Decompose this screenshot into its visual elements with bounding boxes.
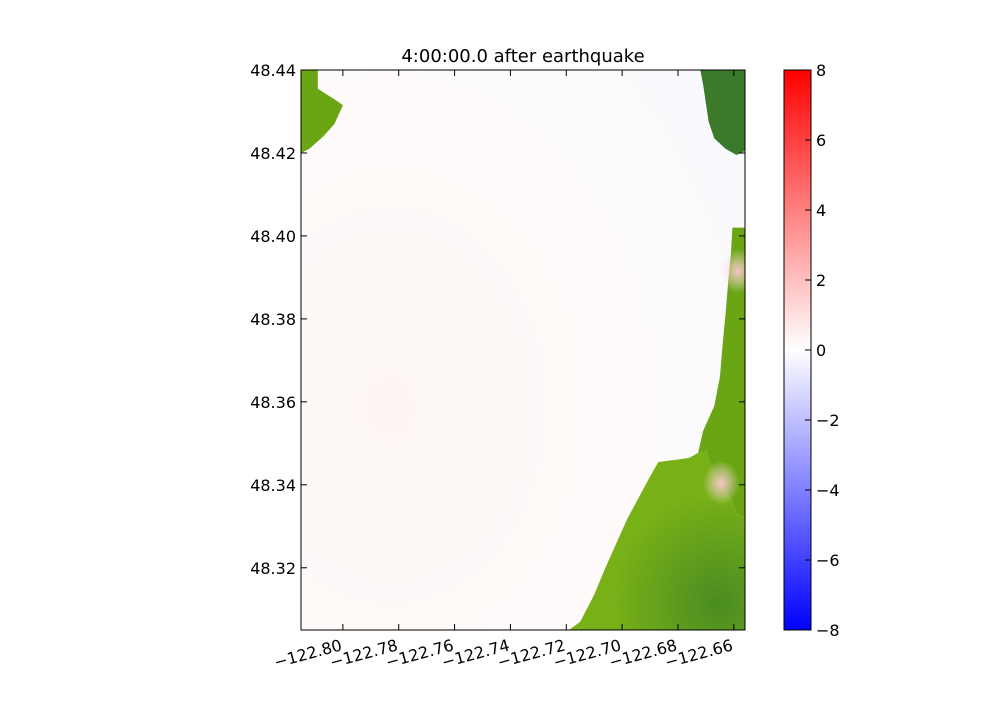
colorbar-tick-label: 0 <box>816 341 826 360</box>
positive-patch-2 <box>703 460 740 505</box>
y-tick-label: 48.44 <box>250 61 296 80</box>
colorbar-tick-label: −8 <box>816 621 840 640</box>
colorbar-tick-label: 8 <box>816 61 826 80</box>
colorbar-ticks: −8 −6 −4 −2 0 2 4 6 8 <box>805 61 840 640</box>
positive-patch-1 <box>720 249 745 294</box>
land-region-3 <box>697 227 745 518</box>
land-region-4 <box>569 449 745 630</box>
colorbar-tick-label: 6 <box>816 131 826 150</box>
land-layer <box>301 70 745 630</box>
y-tick-label: 48.42 <box>250 144 296 163</box>
y-tick-label: 48.38 <box>250 310 296 329</box>
y-tick-label: 48.36 <box>250 393 296 412</box>
land-region-1 <box>301 70 343 153</box>
y-tick-label: 48.34 <box>250 476 296 495</box>
colorbar-tick-label: −4 <box>816 481 840 500</box>
y-axis: 48.32 48.34 48.36 48.38 48.40 48.42 48.44 <box>250 61 745 578</box>
y-tick-label: 48.40 <box>250 227 296 246</box>
colorbar-tick-label: −6 <box>816 551 840 570</box>
plot-area <box>301 70 745 630</box>
plot-frame <box>300 69 746 631</box>
land-region-2 <box>700 70 745 155</box>
colorbar-tick-label: −2 <box>816 411 840 430</box>
chart-title: 4:00:00.0 after earthquake <box>401 46 644 67</box>
colorbar-tick-label: 4 <box>816 201 826 220</box>
y-tick-label: 48.32 <box>250 559 296 578</box>
colorbar-tick-label: 2 <box>816 271 826 290</box>
colorbar: −8 −6 −4 −2 0 2 4 6 8 <box>783 61 840 640</box>
positive-patch-layer <box>703 249 745 505</box>
